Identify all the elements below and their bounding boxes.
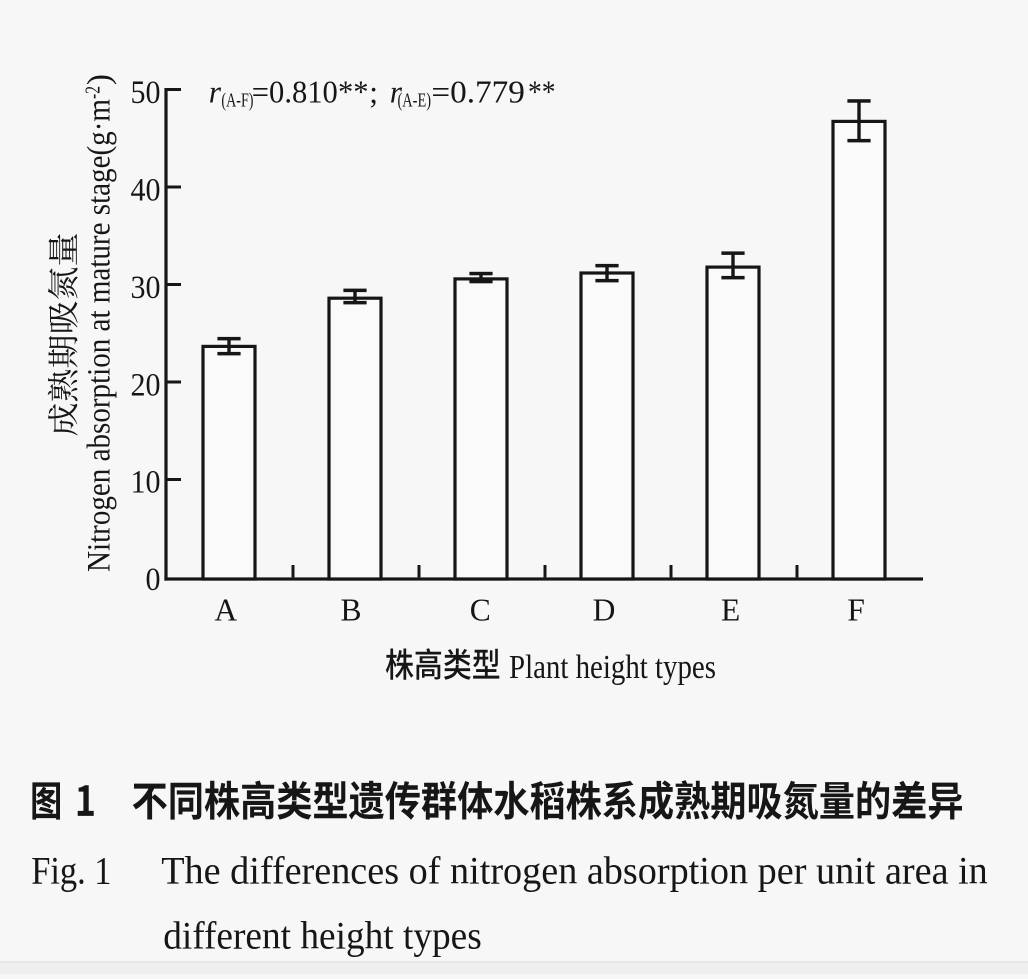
svg-text:A: A: [214, 592, 237, 627]
svg-text:-2: -2: [81, 86, 105, 99]
svg-text:=0.779: =0.779: [431, 74, 525, 109]
svg-text:C: C: [470, 592, 491, 627]
svg-text:40: 40: [131, 173, 161, 209]
svg-text:10: 10: [131, 465, 161, 501]
svg-text:B: B: [340, 592, 361, 627]
svg-text:50: 50: [131, 75, 161, 111]
svg-text:F: F: [847, 592, 865, 627]
svg-text:D: D: [593, 592, 616, 627]
svg-text:): ): [82, 74, 118, 85]
svg-text:(A-F): (A-F): [221, 89, 253, 111]
svg-text:different height types: different height types: [163, 915, 482, 958]
svg-text:r: r: [209, 74, 222, 109]
svg-text:**: **: [528, 74, 556, 109]
svg-text:Nitrogen absorption at mature: Nitrogen absorption at mature stage(g·m: [82, 99, 118, 572]
svg-text:Fig. 1: Fig. 1: [31, 850, 111, 893]
svg-text:r: r: [390, 74, 403, 109]
svg-text:The differences of nitrogen ab: The differences of nitrogen absorption p…: [161, 850, 988, 893]
svg-text:0: 0: [146, 562, 161, 598]
svg-text:=0.810: =0.810: [252, 74, 338, 109]
svg-text:(A-E): (A-E): [398, 89, 432, 111]
svg-text:;: ;: [369, 74, 378, 109]
svg-text:E: E: [721, 592, 740, 627]
svg-text:**: **: [338, 74, 369, 109]
svg-text:Plant height types: Plant height types: [509, 649, 716, 686]
svg-text:20: 20: [131, 367, 161, 403]
svg-text:30: 30: [131, 270, 161, 306]
